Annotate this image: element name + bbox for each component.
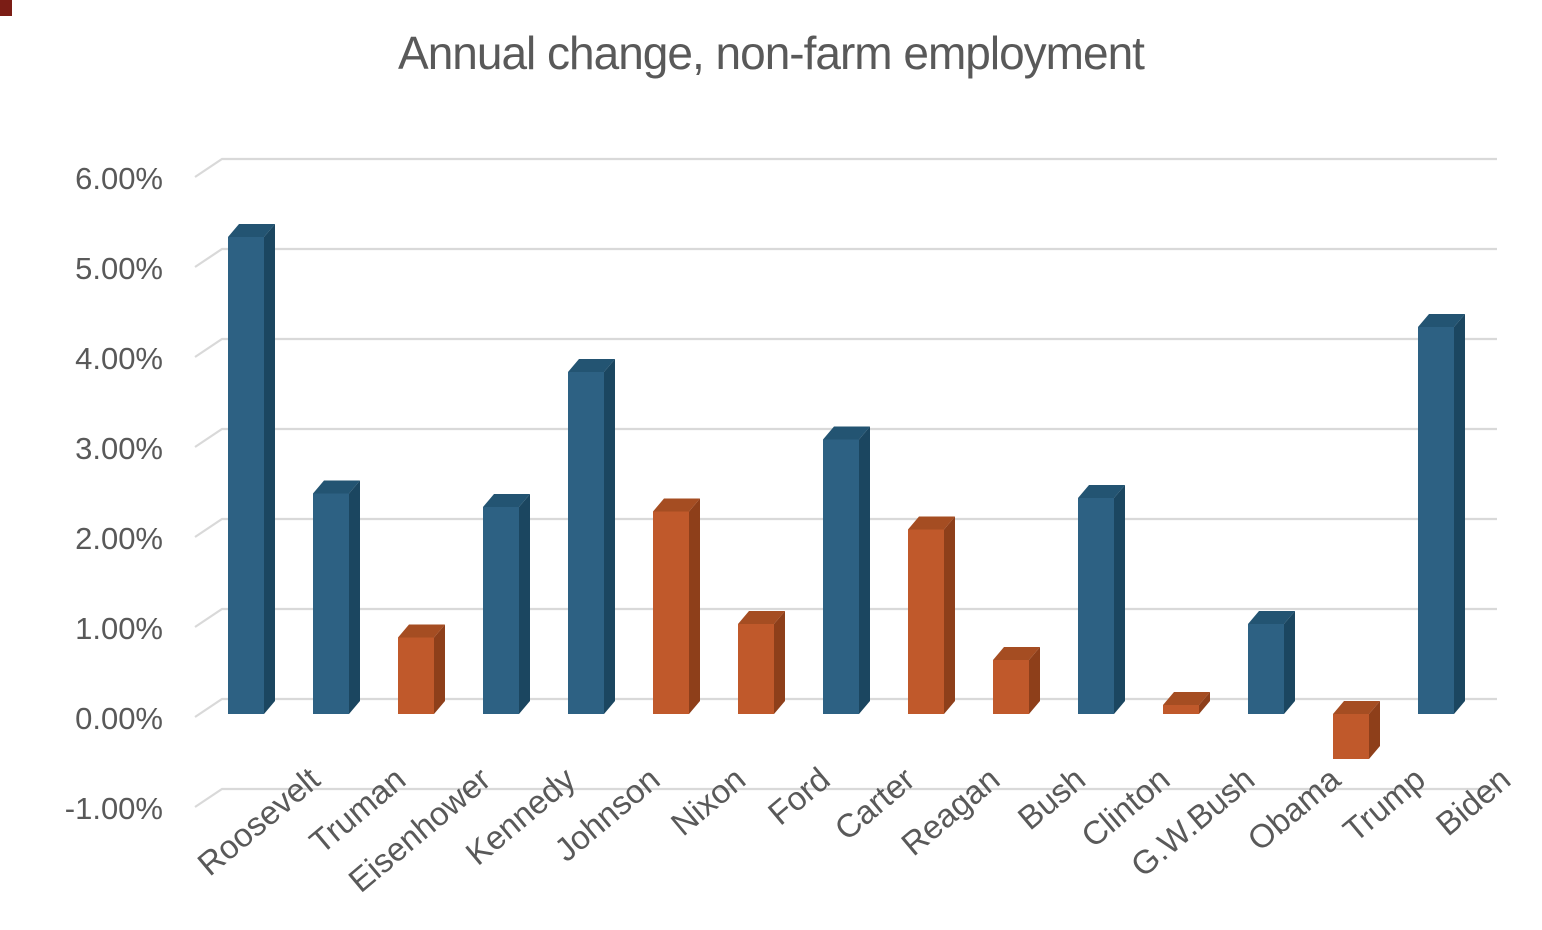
bar-reagan-side xyxy=(944,516,955,714)
bar-kennedy xyxy=(483,507,519,714)
bar-trump xyxy=(1333,714,1369,759)
bar-johnson-top xyxy=(568,359,615,372)
chart-title: Annual change, non-farm employment xyxy=(398,27,1145,79)
bar-truman-side xyxy=(349,480,360,714)
bar-clinton-top xyxy=(1078,485,1125,498)
bar-reagan xyxy=(908,529,944,714)
y-axis-tick-label: 4.00% xyxy=(75,341,163,376)
bar-johnson xyxy=(568,372,604,714)
bar-ford-side xyxy=(774,611,785,714)
bar-eisenhower xyxy=(398,637,434,714)
bar-g-w-bush-side xyxy=(1199,692,1210,714)
bar-reagan-top xyxy=(908,516,955,530)
bar-truman xyxy=(313,493,349,714)
bar-eisenhower-top xyxy=(398,624,445,638)
bar-biden xyxy=(1418,327,1454,714)
bar-ford-top xyxy=(738,611,785,624)
bar-bush-side xyxy=(1029,647,1040,714)
y-axis-tick-label: 1.00% xyxy=(75,611,163,646)
y-axis-tick-label: 0.00% xyxy=(75,701,163,736)
bar-johnson-side xyxy=(604,359,615,714)
gridline xyxy=(194,247,1497,268)
bar-bush xyxy=(993,660,1029,714)
gridline xyxy=(194,517,1497,538)
y-axis-tick-label: 3.00% xyxy=(75,431,163,466)
y-axis-tick-label: -1.00% xyxy=(64,791,163,826)
bar-eisenhower-side xyxy=(434,624,445,714)
bar-ford xyxy=(738,624,774,714)
gridline xyxy=(194,787,1497,808)
bar-clinton xyxy=(1078,498,1114,714)
bar-roosevelt-top xyxy=(228,224,275,237)
bar-truman-top xyxy=(313,480,360,494)
bar-g-w-bush xyxy=(1163,705,1199,714)
bar-carter xyxy=(823,439,859,714)
bar-biden-side xyxy=(1454,314,1465,714)
bar-bush-top xyxy=(993,647,1040,660)
y-axis-tick-label: 2.00% xyxy=(75,521,163,556)
bar-nixon-top xyxy=(653,498,700,512)
screen-corner-artifact xyxy=(0,0,12,16)
bar-kennedy-side xyxy=(519,494,530,714)
bar-clinton-side xyxy=(1114,485,1125,714)
y-axis-tick-label: 6.00% xyxy=(75,161,163,196)
bar-kennedy-top xyxy=(483,494,530,507)
gridline xyxy=(194,427,1497,448)
gridline xyxy=(194,697,1497,718)
bar-carter-side xyxy=(859,426,870,714)
gridline xyxy=(194,157,1497,178)
y-axis-tick-label: 5.00% xyxy=(75,251,163,286)
bar-trump-side xyxy=(1369,701,1380,759)
bar-nixon xyxy=(653,511,689,714)
bar-obama-side xyxy=(1284,611,1295,714)
bar-obama xyxy=(1248,624,1284,714)
bar-obama-top xyxy=(1248,611,1295,624)
gridline xyxy=(194,607,1497,628)
bar-trump-top xyxy=(1333,701,1380,714)
gridline xyxy=(194,337,1497,358)
bar-g-w-bush-top xyxy=(1163,692,1210,705)
bar-nixon-side xyxy=(689,498,700,714)
bar-carter-top xyxy=(823,426,870,440)
bar-biden-top xyxy=(1418,314,1465,327)
bar-roosevelt xyxy=(228,237,264,714)
bar-roosevelt-side xyxy=(264,224,275,714)
